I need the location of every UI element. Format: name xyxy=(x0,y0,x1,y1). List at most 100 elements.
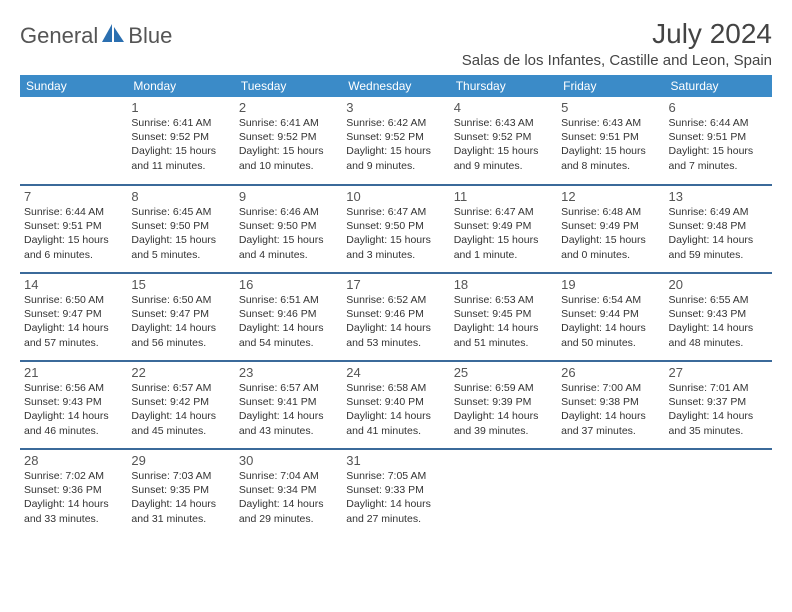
day-number: 15 xyxy=(131,277,230,292)
calendar-cell: 29Sunrise: 7:03 AMSunset: 9:35 PMDayligh… xyxy=(127,449,234,537)
sunrise-text: Sunrise: 7:00 AM xyxy=(561,381,660,395)
sunset-text: Sunset: 9:51 PM xyxy=(561,130,660,144)
calendar-row: 7Sunrise: 6:44 AMSunset: 9:51 PMDaylight… xyxy=(20,185,772,273)
day-info: Sunrise: 6:45 AMSunset: 9:50 PMDaylight:… xyxy=(131,205,230,262)
day-number: 18 xyxy=(454,277,553,292)
sunset-text: Sunset: 9:49 PM xyxy=(561,219,660,233)
daylight-text: Daylight: 14 hours and 56 minutes. xyxy=(131,321,230,349)
sunrise-text: Sunrise: 6:47 AM xyxy=(346,205,445,219)
day-number: 9 xyxy=(239,189,338,204)
sunset-text: Sunset: 9:50 PM xyxy=(346,219,445,233)
day-number: 23 xyxy=(239,365,338,380)
calendar-cell: 25Sunrise: 6:59 AMSunset: 9:39 PMDayligh… xyxy=(450,361,557,449)
sunrise-text: Sunrise: 6:59 AM xyxy=(454,381,553,395)
sunset-text: Sunset: 9:36 PM xyxy=(24,483,123,497)
day-number: 5 xyxy=(561,100,660,115)
weekday-header: Thursday xyxy=(450,75,557,97)
header: General Blue July 2024 Salas de los Infa… xyxy=(20,18,772,69)
daylight-text: Daylight: 15 hours and 1 minute. xyxy=(454,233,553,261)
day-number: 26 xyxy=(561,365,660,380)
day-number: 30 xyxy=(239,453,338,468)
calendar-cell: 10Sunrise: 6:47 AMSunset: 9:50 PMDayligh… xyxy=(342,185,449,273)
sail-icon xyxy=(100,22,126,49)
sunrise-text: Sunrise: 6:58 AM xyxy=(346,381,445,395)
calendar-cell: 23Sunrise: 6:57 AMSunset: 9:41 PMDayligh… xyxy=(235,361,342,449)
day-number: 3 xyxy=(346,100,445,115)
calendar-cell: 15Sunrise: 6:50 AMSunset: 9:47 PMDayligh… xyxy=(127,273,234,361)
day-info: Sunrise: 7:03 AMSunset: 9:35 PMDaylight:… xyxy=(131,469,230,526)
sunset-text: Sunset: 9:46 PM xyxy=(239,307,338,321)
daylight-text: Daylight: 15 hours and 11 minutes. xyxy=(131,144,230,172)
calendar-cell: 11Sunrise: 6:47 AMSunset: 9:49 PMDayligh… xyxy=(450,185,557,273)
calendar-body: 1Sunrise: 6:41 AMSunset: 9:52 PMDaylight… xyxy=(20,97,772,537)
sunrise-text: Sunrise: 6:43 AM xyxy=(454,116,553,130)
day-info: Sunrise: 6:55 AMSunset: 9:43 PMDaylight:… xyxy=(669,293,768,350)
weekday-header: Tuesday xyxy=(235,75,342,97)
sunrise-text: Sunrise: 7:02 AM xyxy=(24,469,123,483)
day-info: Sunrise: 6:42 AMSunset: 9:52 PMDaylight:… xyxy=(346,116,445,173)
daylight-text: Daylight: 15 hours and 9 minutes. xyxy=(346,144,445,172)
day-number: 21 xyxy=(24,365,123,380)
calendar-cell: 16Sunrise: 6:51 AMSunset: 9:46 PMDayligh… xyxy=(235,273,342,361)
calendar-cell: 9Sunrise: 6:46 AMSunset: 9:50 PMDaylight… xyxy=(235,185,342,273)
weekday-header: Saturday xyxy=(665,75,772,97)
day-info: Sunrise: 6:48 AMSunset: 9:49 PMDaylight:… xyxy=(561,205,660,262)
sunset-text: Sunset: 9:52 PM xyxy=(454,130,553,144)
calendar-row: 28Sunrise: 7:02 AMSunset: 9:36 PMDayligh… xyxy=(20,449,772,537)
daylight-text: Daylight: 14 hours and 29 minutes. xyxy=(239,497,338,525)
day-info: Sunrise: 6:59 AMSunset: 9:39 PMDaylight:… xyxy=(454,381,553,438)
sunrise-text: Sunrise: 6:43 AM xyxy=(561,116,660,130)
calendar-cell: 30Sunrise: 7:04 AMSunset: 9:34 PMDayligh… xyxy=(235,449,342,537)
sunrise-text: Sunrise: 6:51 AM xyxy=(239,293,338,307)
sunrise-text: Sunrise: 6:47 AM xyxy=(454,205,553,219)
sunset-text: Sunset: 9:40 PM xyxy=(346,395,445,409)
calendar-row: 21Sunrise: 6:56 AMSunset: 9:43 PMDayligh… xyxy=(20,361,772,449)
brand-part2: Blue xyxy=(128,23,172,49)
day-number: 19 xyxy=(561,277,660,292)
sunset-text: Sunset: 9:41 PM xyxy=(239,395,338,409)
day-info: Sunrise: 6:44 AMSunset: 9:51 PMDaylight:… xyxy=(24,205,123,262)
daylight-text: Daylight: 14 hours and 59 minutes. xyxy=(669,233,768,261)
daylight-text: Daylight: 14 hours and 57 minutes. xyxy=(24,321,123,349)
location-text: Salas de los Infantes, Castille and Leon… xyxy=(462,52,772,69)
day-info: Sunrise: 6:52 AMSunset: 9:46 PMDaylight:… xyxy=(346,293,445,350)
day-number: 8 xyxy=(131,189,230,204)
calendar-cell: 1Sunrise: 6:41 AMSunset: 9:52 PMDaylight… xyxy=(127,97,234,185)
sunset-text: Sunset: 9:39 PM xyxy=(454,395,553,409)
calendar-cell: 2Sunrise: 6:41 AMSunset: 9:52 PMDaylight… xyxy=(235,97,342,185)
calendar-cell: 13Sunrise: 6:49 AMSunset: 9:48 PMDayligh… xyxy=(665,185,772,273)
weekday-header: Wednesday xyxy=(342,75,449,97)
day-number: 1 xyxy=(131,100,230,115)
title-block: July 2024 Salas de los Infantes, Castill… xyxy=(462,18,772,69)
day-info: Sunrise: 6:58 AMSunset: 9:40 PMDaylight:… xyxy=(346,381,445,438)
sunrise-text: Sunrise: 6:41 AM xyxy=(239,116,338,130)
weekday-header: Monday xyxy=(127,75,234,97)
day-number: 6 xyxy=(669,100,768,115)
day-number: 11 xyxy=(454,189,553,204)
day-number: 27 xyxy=(669,365,768,380)
sunset-text: Sunset: 9:44 PM xyxy=(561,307,660,321)
sunset-text: Sunset: 9:51 PM xyxy=(669,130,768,144)
day-info: Sunrise: 7:01 AMSunset: 9:37 PMDaylight:… xyxy=(669,381,768,438)
sunrise-text: Sunrise: 6:44 AM xyxy=(24,205,123,219)
day-number: 12 xyxy=(561,189,660,204)
daylight-text: Daylight: 14 hours and 33 minutes. xyxy=(24,497,123,525)
day-info: Sunrise: 6:56 AMSunset: 9:43 PMDaylight:… xyxy=(24,381,123,438)
sunrise-text: Sunrise: 6:55 AM xyxy=(669,293,768,307)
calendar-cell: 7Sunrise: 6:44 AMSunset: 9:51 PMDaylight… xyxy=(20,185,127,273)
sunset-text: Sunset: 9:37 PM xyxy=(669,395,768,409)
sunrise-text: Sunrise: 7:05 AM xyxy=(346,469,445,483)
sunrise-text: Sunrise: 6:57 AM xyxy=(239,381,338,395)
sunrise-text: Sunrise: 6:48 AM xyxy=(561,205,660,219)
daylight-text: Daylight: 15 hours and 3 minutes. xyxy=(346,233,445,261)
sunrise-text: Sunrise: 6:45 AM xyxy=(131,205,230,219)
sunrise-text: Sunrise: 6:42 AM xyxy=(346,116,445,130)
day-info: Sunrise: 6:57 AMSunset: 9:41 PMDaylight:… xyxy=(239,381,338,438)
day-number: 25 xyxy=(454,365,553,380)
day-info: Sunrise: 6:57 AMSunset: 9:42 PMDaylight:… xyxy=(131,381,230,438)
sunset-text: Sunset: 9:52 PM xyxy=(131,130,230,144)
day-number: 14 xyxy=(24,277,123,292)
sunset-text: Sunset: 9:47 PM xyxy=(131,307,230,321)
calendar-cell: 20Sunrise: 6:55 AMSunset: 9:43 PMDayligh… xyxy=(665,273,772,361)
calendar-cell: 22Sunrise: 6:57 AMSunset: 9:42 PMDayligh… xyxy=(127,361,234,449)
